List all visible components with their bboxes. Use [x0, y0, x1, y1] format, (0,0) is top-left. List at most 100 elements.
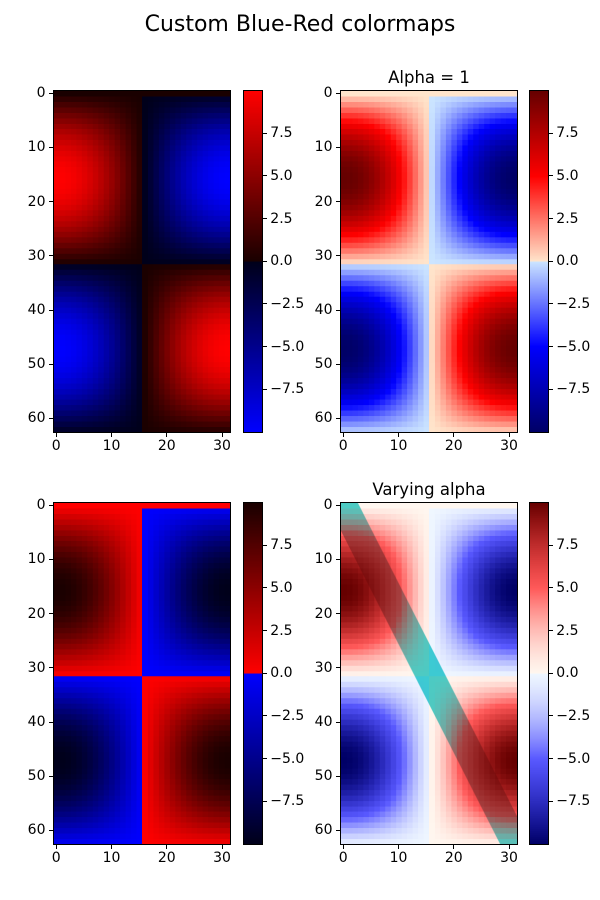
y-tick-label: 0	[36, 85, 46, 102]
y-tick-label: 20	[314, 605, 333, 622]
x-tick-label: 30	[500, 437, 518, 454]
colorbar-tick-label: 0.0	[270, 665, 293, 682]
colorbar-tick-label: −7.5	[270, 381, 305, 398]
x-tick-label: 30	[500, 849, 518, 866]
colorbar-tick-label: 5.0	[270, 579, 293, 596]
colorbar-tick-label: 7.5	[270, 537, 293, 554]
y-tick-mark	[49, 363, 53, 365]
heatmap-canvas	[53, 90, 231, 432]
colorbar-tick-mark	[263, 800, 267, 802]
x-tick-label: 20	[157, 437, 176, 454]
y-tick-mark	[336, 255, 340, 257]
colorbar-tick-mark	[263, 587, 267, 589]
y-tick-label: 60	[27, 410, 46, 427]
colorbar-tick-label: −5.0	[270, 338, 305, 355]
x-tick-label: 10	[389, 849, 408, 866]
y-tick-label: 10	[314, 139, 333, 156]
colorbar-tick-label: 0.0	[270, 253, 293, 270]
y-tick-mark	[49, 775, 53, 777]
heatmap-canvas	[340, 502, 518, 844]
colorbar-tick-label: −5.0	[270, 750, 305, 767]
colorbar-tick-label: 2.5	[556, 210, 579, 227]
x-tick-mark	[453, 433, 455, 437]
colorbar-canvas	[529, 90, 549, 432]
x-tick-label: 30	[213, 849, 231, 866]
y-tick-mark	[336, 92, 340, 94]
y-tick-label: 20	[27, 605, 46, 622]
y-tick-mark	[49, 417, 53, 419]
y-tick-label: 0	[323, 85, 333, 102]
y-tick-mark	[336, 504, 340, 506]
y-tick-mark	[336, 201, 340, 203]
colorbar-tick-mark	[263, 544, 267, 546]
colorbar-canvas	[529, 502, 549, 844]
x-tick-label: 10	[389, 437, 408, 454]
x-tick-label: 0	[338, 437, 348, 454]
y-tick-mark	[49, 146, 53, 148]
colorbar-tick-label: 7.5	[556, 537, 579, 554]
colorbar-tick-label: −5.0	[556, 750, 591, 767]
colorbar-tick-label: −2.5	[270, 295, 305, 312]
colorbar-tick-label: −7.5	[556, 793, 591, 810]
colorbar-tick-label: 5.0	[270, 167, 293, 184]
colorbar-tick-mark	[263, 260, 267, 262]
x-tick-mark	[111, 845, 112, 849]
colorbar-tick-mark	[549, 346, 553, 348]
x-tick-mark	[398, 845, 399, 849]
y-tick-mark	[49, 558, 53, 560]
y-tick-mark	[49, 255, 53, 257]
colorbar-tick-mark	[549, 758, 553, 760]
y-tick-label: 20	[314, 193, 333, 210]
y-tick-label: 50	[27, 356, 46, 373]
colorbar-tick-mark	[549, 260, 553, 262]
colorbar-canvas	[243, 90, 263, 432]
y-tick-label: 60	[314, 822, 333, 839]
colorbar-tick-label: 5.0	[556, 579, 579, 596]
x-tick-label: 30	[213, 437, 231, 454]
colorbar-tick-label: −5.0	[556, 338, 591, 355]
x-tick-mark	[508, 433, 510, 437]
y-tick-label: 60	[314, 410, 333, 427]
colorbar-tick-mark	[549, 388, 553, 390]
y-tick-label: 30	[314, 659, 333, 676]
x-tick-label: 10	[102, 849, 121, 866]
y-tick-mark	[49, 721, 53, 723]
colorbar-tick-mark	[263, 132, 267, 134]
x-tick-label: 20	[444, 437, 463, 454]
x-tick-mark	[453, 845, 455, 849]
y-tick-label: 30	[314, 247, 333, 264]
x-tick-mark	[55, 845, 57, 849]
x-tick-label: 0	[51, 849, 61, 866]
colorbar-tick-label: 0.0	[556, 253, 579, 270]
y-tick-label: 10	[27, 139, 46, 156]
y-tick-mark	[49, 504, 53, 506]
x-tick-label: 0	[51, 437, 61, 454]
x-tick-label: 0	[338, 849, 348, 866]
colorbar-tick-label: 7.5	[556, 125, 579, 142]
y-tick-mark	[49, 829, 53, 831]
y-tick-mark	[336, 417, 340, 419]
y-tick-mark	[336, 558, 340, 560]
colorbar-tick-label: 0.0	[556, 665, 579, 682]
colorbar-tick-label: 2.5	[556, 622, 579, 639]
colorbar-tick-mark	[549, 175, 553, 177]
x-tick-label: 20	[157, 849, 176, 866]
y-tick-mark	[49, 309, 53, 311]
colorbar-tick-label: 5.0	[556, 167, 579, 184]
colorbar-tick-mark	[549, 800, 553, 802]
y-tick-mark	[49, 613, 53, 615]
colorbar-tick-mark	[263, 218, 267, 220]
colorbar-tick-label: −2.5	[270, 707, 305, 724]
y-tick-label: 20	[27, 193, 46, 210]
colorbar-canvas	[243, 502, 263, 844]
y-tick-label: 10	[314, 551, 333, 568]
colorbar-tick-label: 2.5	[270, 210, 293, 227]
colorbar-tick-mark	[263, 175, 267, 177]
y-tick-label: 0	[36, 497, 46, 514]
heatmap-canvas	[53, 502, 231, 844]
colorbar-tick-mark	[549, 672, 553, 674]
y-tick-label: 0	[323, 497, 333, 514]
colorbar-tick-mark	[263, 303, 267, 305]
y-tick-label: 30	[27, 659, 46, 676]
colorbar-tick-mark	[549, 587, 553, 589]
